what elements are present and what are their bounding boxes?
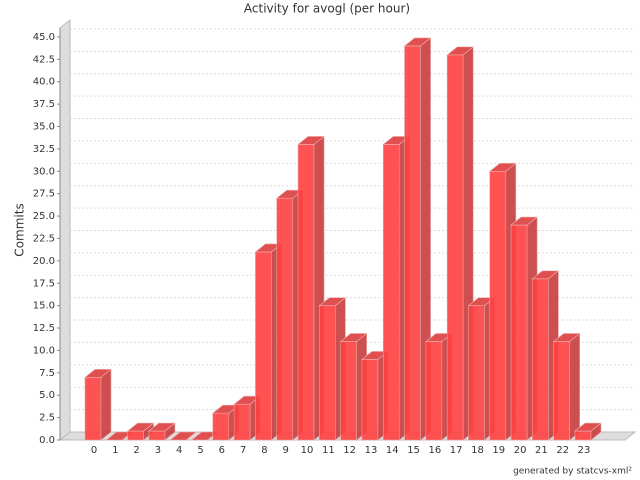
x-tick-label: 15 [407, 445, 420, 456]
bar [361, 359, 379, 441]
y-axis-label: Commits [13, 203, 27, 256]
bar [340, 341, 357, 441]
y-tick-label: 30.0 [33, 166, 55, 177]
bar [148, 430, 166, 441]
bar-top [339, 333, 368, 342]
footer: generated by statcvs-xml² [513, 467, 632, 477]
bar [233, 403, 251, 441]
x-tick-label: 18 [471, 445, 484, 456]
bar-top [403, 37, 432, 47]
x-tick-label: 11 [322, 445, 335, 456]
bar [532, 278, 549, 441]
bar-top [488, 163, 517, 172]
bar-top [84, 369, 112, 378]
y-tick-label: 27.5 [33, 189, 55, 200]
bar [404, 45, 421, 441]
bar [319, 305, 336, 441]
x-tick-label: 3 [155, 445, 161, 456]
bar [127, 430, 144, 441]
y-tick-label: 17.5 [33, 278, 55, 289]
y-tick-label: 32.5 [33, 144, 55, 155]
y-tick-label: 10.0 [33, 345, 55, 356]
bar-top [126, 422, 155, 432]
bar [446, 54, 464, 441]
x-tick-label: 6 [219, 445, 225, 456]
y-tick-label: 7.5 [39, 368, 55, 379]
bar-top [531, 270, 560, 280]
bar-side [100, 368, 112, 441]
y-tick-label: 25.0 [33, 211, 55, 222]
x-tick-label: 12 [343, 445, 356, 456]
bar [297, 144, 315, 441]
x-tick-label: 1 [112, 445, 118, 456]
y-tick-label: 0.0 [39, 435, 55, 446]
x-tick-label: 13 [365, 445, 378, 456]
bar-top [318, 297, 347, 306]
bar-top [446, 46, 475, 56]
x-tick-label: 20 [514, 445, 527, 456]
bar-top [552, 333, 581, 342]
bar-side [569, 332, 580, 441]
chart-title: Activity for avogl (per hour) [244, 2, 410, 16]
y-tick-label: 40.0 [33, 77, 55, 88]
x-tick-label: 5 [197, 445, 203, 456]
x-tick-label: 8 [261, 445, 267, 456]
x-tick-label: 14 [386, 445, 399, 456]
x-tick-label: 23 [578, 445, 591, 456]
y-tick-label: 22.5 [33, 233, 55, 244]
y-tick-label: 12.5 [33, 323, 55, 334]
bar [425, 341, 443, 441]
bar-top [297, 136, 325, 145]
x-tick-label: 0 [91, 445, 97, 456]
x-tick-label: 21 [535, 445, 548, 456]
y-tick-label: 37.5 [33, 99, 55, 110]
left-wall [59, 18, 71, 442]
y-tick-label: 35.0 [33, 122, 55, 133]
bar [510, 224, 528, 441]
y-tick-label: 20.0 [33, 256, 55, 267]
x-tick-label: 4 [176, 445, 182, 456]
bar-top [169, 431, 198, 441]
bar-top [510, 216, 538, 226]
bar [382, 144, 400, 441]
bar [255, 251, 272, 441]
bar [212, 412, 230, 441]
y-tick-label: 2.5 [39, 413, 55, 424]
bar [489, 171, 507, 441]
bar-top [148, 422, 176, 432]
y-tick-label: 42.5 [33, 54, 55, 65]
x-tick-label: 17 [450, 445, 463, 456]
y-tick-label: 5.0 [39, 390, 55, 401]
x-tick-label: 19 [492, 445, 505, 456]
bar [468, 305, 485, 441]
x-tick-label: 22 [556, 445, 569, 456]
bar [276, 197, 294, 441]
x-tick-label: 9 [283, 445, 289, 456]
bar [553, 341, 570, 441]
bar-top [574, 422, 602, 432]
bar [574, 430, 592, 441]
x-tick-label: 2 [133, 445, 139, 456]
x-tick-label: 10 [301, 445, 314, 456]
y-tick-label: 45.0 [33, 32, 55, 43]
x-tick-label: 7 [240, 445, 246, 456]
x-tick-label: 16 [429, 445, 442, 456]
bar [84, 377, 102, 441]
y-tick-label: 15.0 [33, 301, 55, 312]
